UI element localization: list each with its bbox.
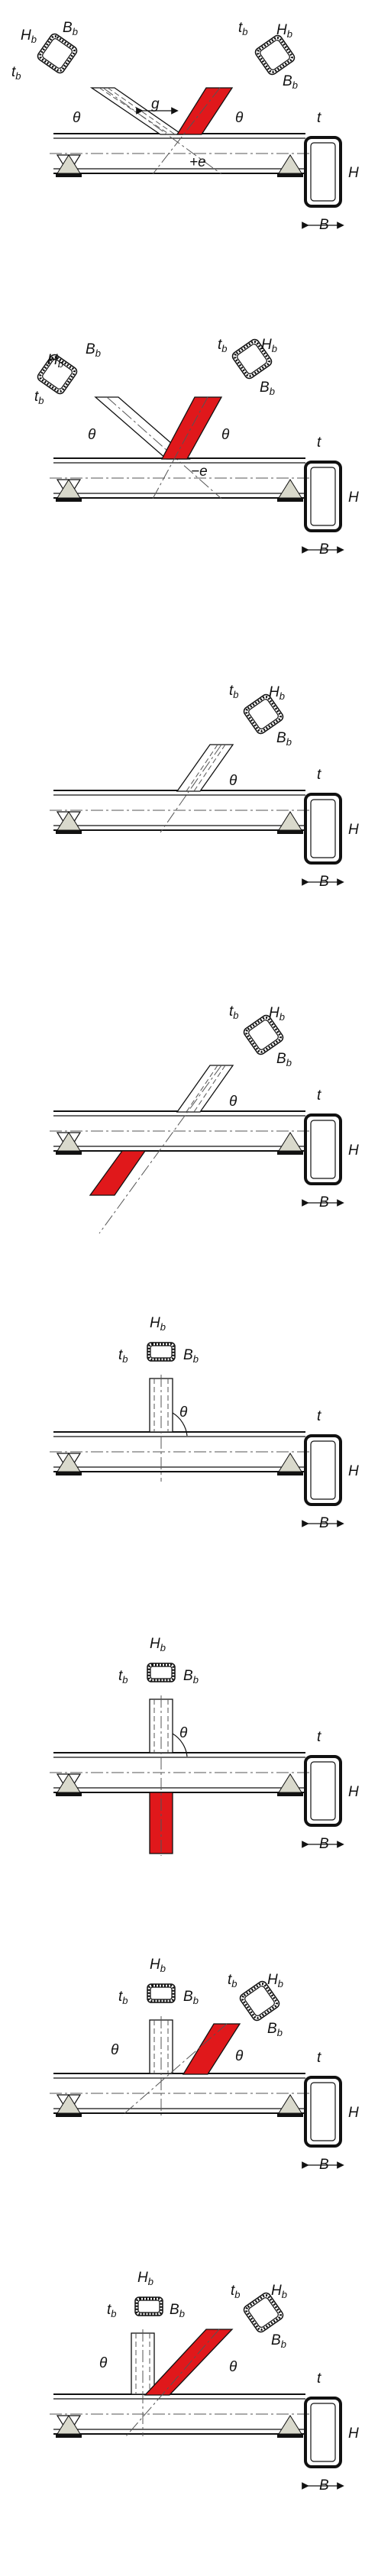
label-tb: tb (229, 1004, 239, 1021)
label-bb-vertical: Bb (183, 1989, 199, 2006)
label-theta-right: θ (221, 427, 230, 443)
label-t: t (317, 1729, 321, 1745)
panel-t-joint: θ Hb Bb tb t H B (49, 1315, 359, 1531)
left-brace (94, 396, 191, 460)
right-brace-highlight (160, 396, 223, 460)
label-tb-vertical: tb (118, 1989, 128, 2006)
label-theta: θ (179, 1404, 188, 1421)
label-theta-left: θ (88, 427, 96, 443)
label-bb-inclined: Bb (271, 2332, 286, 2350)
panel-y-joint: θ Hb Bb tb t H B (49, 683, 359, 890)
label-plus-e: +e (189, 154, 206, 170)
label-minus-e: −e (191, 464, 208, 480)
panel-x-joint-inclined: θ Hb Bb tb t H B (49, 1004, 359, 1234)
label-tb-right: tb (238, 20, 248, 37)
label-t: t (317, 1408, 321, 1424)
panel-x-joint-90: θ Hb Bb tb t H B (49, 1636, 359, 1856)
label-theta-right: θ (235, 2048, 244, 2064)
label-H: H (348, 1463, 359, 1479)
label-hb: Hb (269, 684, 285, 702)
label-theta: θ (229, 1094, 237, 1110)
panel-k-overlap: θ θ −e Hb Bb tb Hb Bb tb t H B (34, 336, 359, 558)
label-theta: θ (179, 1725, 188, 1741)
label-theta-right: θ (235, 110, 244, 126)
brace-bottom-highlight (89, 1150, 147, 1196)
right-brace-highlight (176, 87, 234, 135)
label-tb-left: tb (34, 389, 44, 406)
label-hb: Hb (150, 1315, 166, 1333)
label-H: H (348, 2426, 359, 2442)
label-hb-left: Hb (21, 27, 37, 45)
label-bb-right: Bb (283, 73, 298, 91)
label-theta-left: θ (73, 110, 81, 126)
label-bb: Bb (276, 1051, 292, 1068)
label-tb: tb (118, 1668, 128, 1686)
label-hb-left: Hb (47, 352, 63, 370)
label-theta-left: θ (99, 2355, 108, 2371)
label-bb-right: Bb (260, 380, 275, 397)
label-hb-right: Hb (261, 337, 277, 354)
label-tb-left: tb (11, 64, 21, 82)
panel-n-joint: θ θ Hb Bb tb Hb Bb tb t H B (49, 1957, 359, 2173)
label-tb-vertical: tb (107, 2302, 117, 2319)
label-t: t (317, 2371, 321, 2387)
label-H: H (348, 1143, 359, 1159)
label-bb-vertical: Bb (170, 2302, 185, 2319)
label-hb: Hb (269, 1005, 285, 1023)
label-bb-inclined: Bb (267, 2021, 283, 2038)
panel-k-gap: g θ θ +e Hb Bb tb Hb Bb tb t H B (11, 20, 359, 233)
brace-vertical (131, 2332, 155, 2395)
label-t: t (317, 767, 321, 783)
label-H: H (348, 490, 359, 506)
label-tb: tb (118, 1347, 128, 1365)
label-t: t (317, 435, 321, 451)
label-tb-inclined: tb (228, 1972, 237, 1989)
label-tb-inclined: tb (231, 2283, 241, 2300)
label-H: H (348, 822, 359, 838)
label-hb-vertical: Hb (150, 1957, 166, 1974)
brace-top (176, 1065, 234, 1113)
label-gap: g (151, 96, 160, 112)
label-hb-right: Hb (276, 22, 292, 40)
label-bb: Bb (276, 730, 292, 748)
label-theta-right: θ (229, 2359, 237, 2375)
label-H: H (348, 2105, 359, 2121)
brace-inclined-highlight (144, 2329, 234, 2396)
label-t: t (317, 1088, 321, 1104)
label-bb-left: Bb (63, 20, 78, 37)
label-tb-right: tb (218, 337, 228, 354)
label-H: H (348, 165, 359, 181)
label-hb: Hb (150, 1636, 166, 1653)
label-tb: tb (229, 683, 239, 700)
label-hb-inclined: Hb (267, 1972, 283, 1989)
label-hb-vertical: Hb (137, 2270, 153, 2287)
label-theta-left: θ (111, 2042, 119, 2058)
label-theta: θ (229, 773, 237, 789)
label-bb: Bb (183, 1347, 199, 1365)
label-H: H (348, 1784, 359, 1800)
brace-inclined-highlight (182, 2023, 241, 2075)
label-bb-left: Bb (86, 341, 101, 359)
label-hb-inclined: Hb (271, 2283, 287, 2300)
panel-n-joint-overlap: θ θ Hb Bb tb Hb Bb tb t H B (49, 2270, 359, 2494)
label-bb: Bb (183, 1668, 199, 1686)
label-t: t (317, 110, 321, 126)
label-t: t (317, 2050, 321, 2066)
